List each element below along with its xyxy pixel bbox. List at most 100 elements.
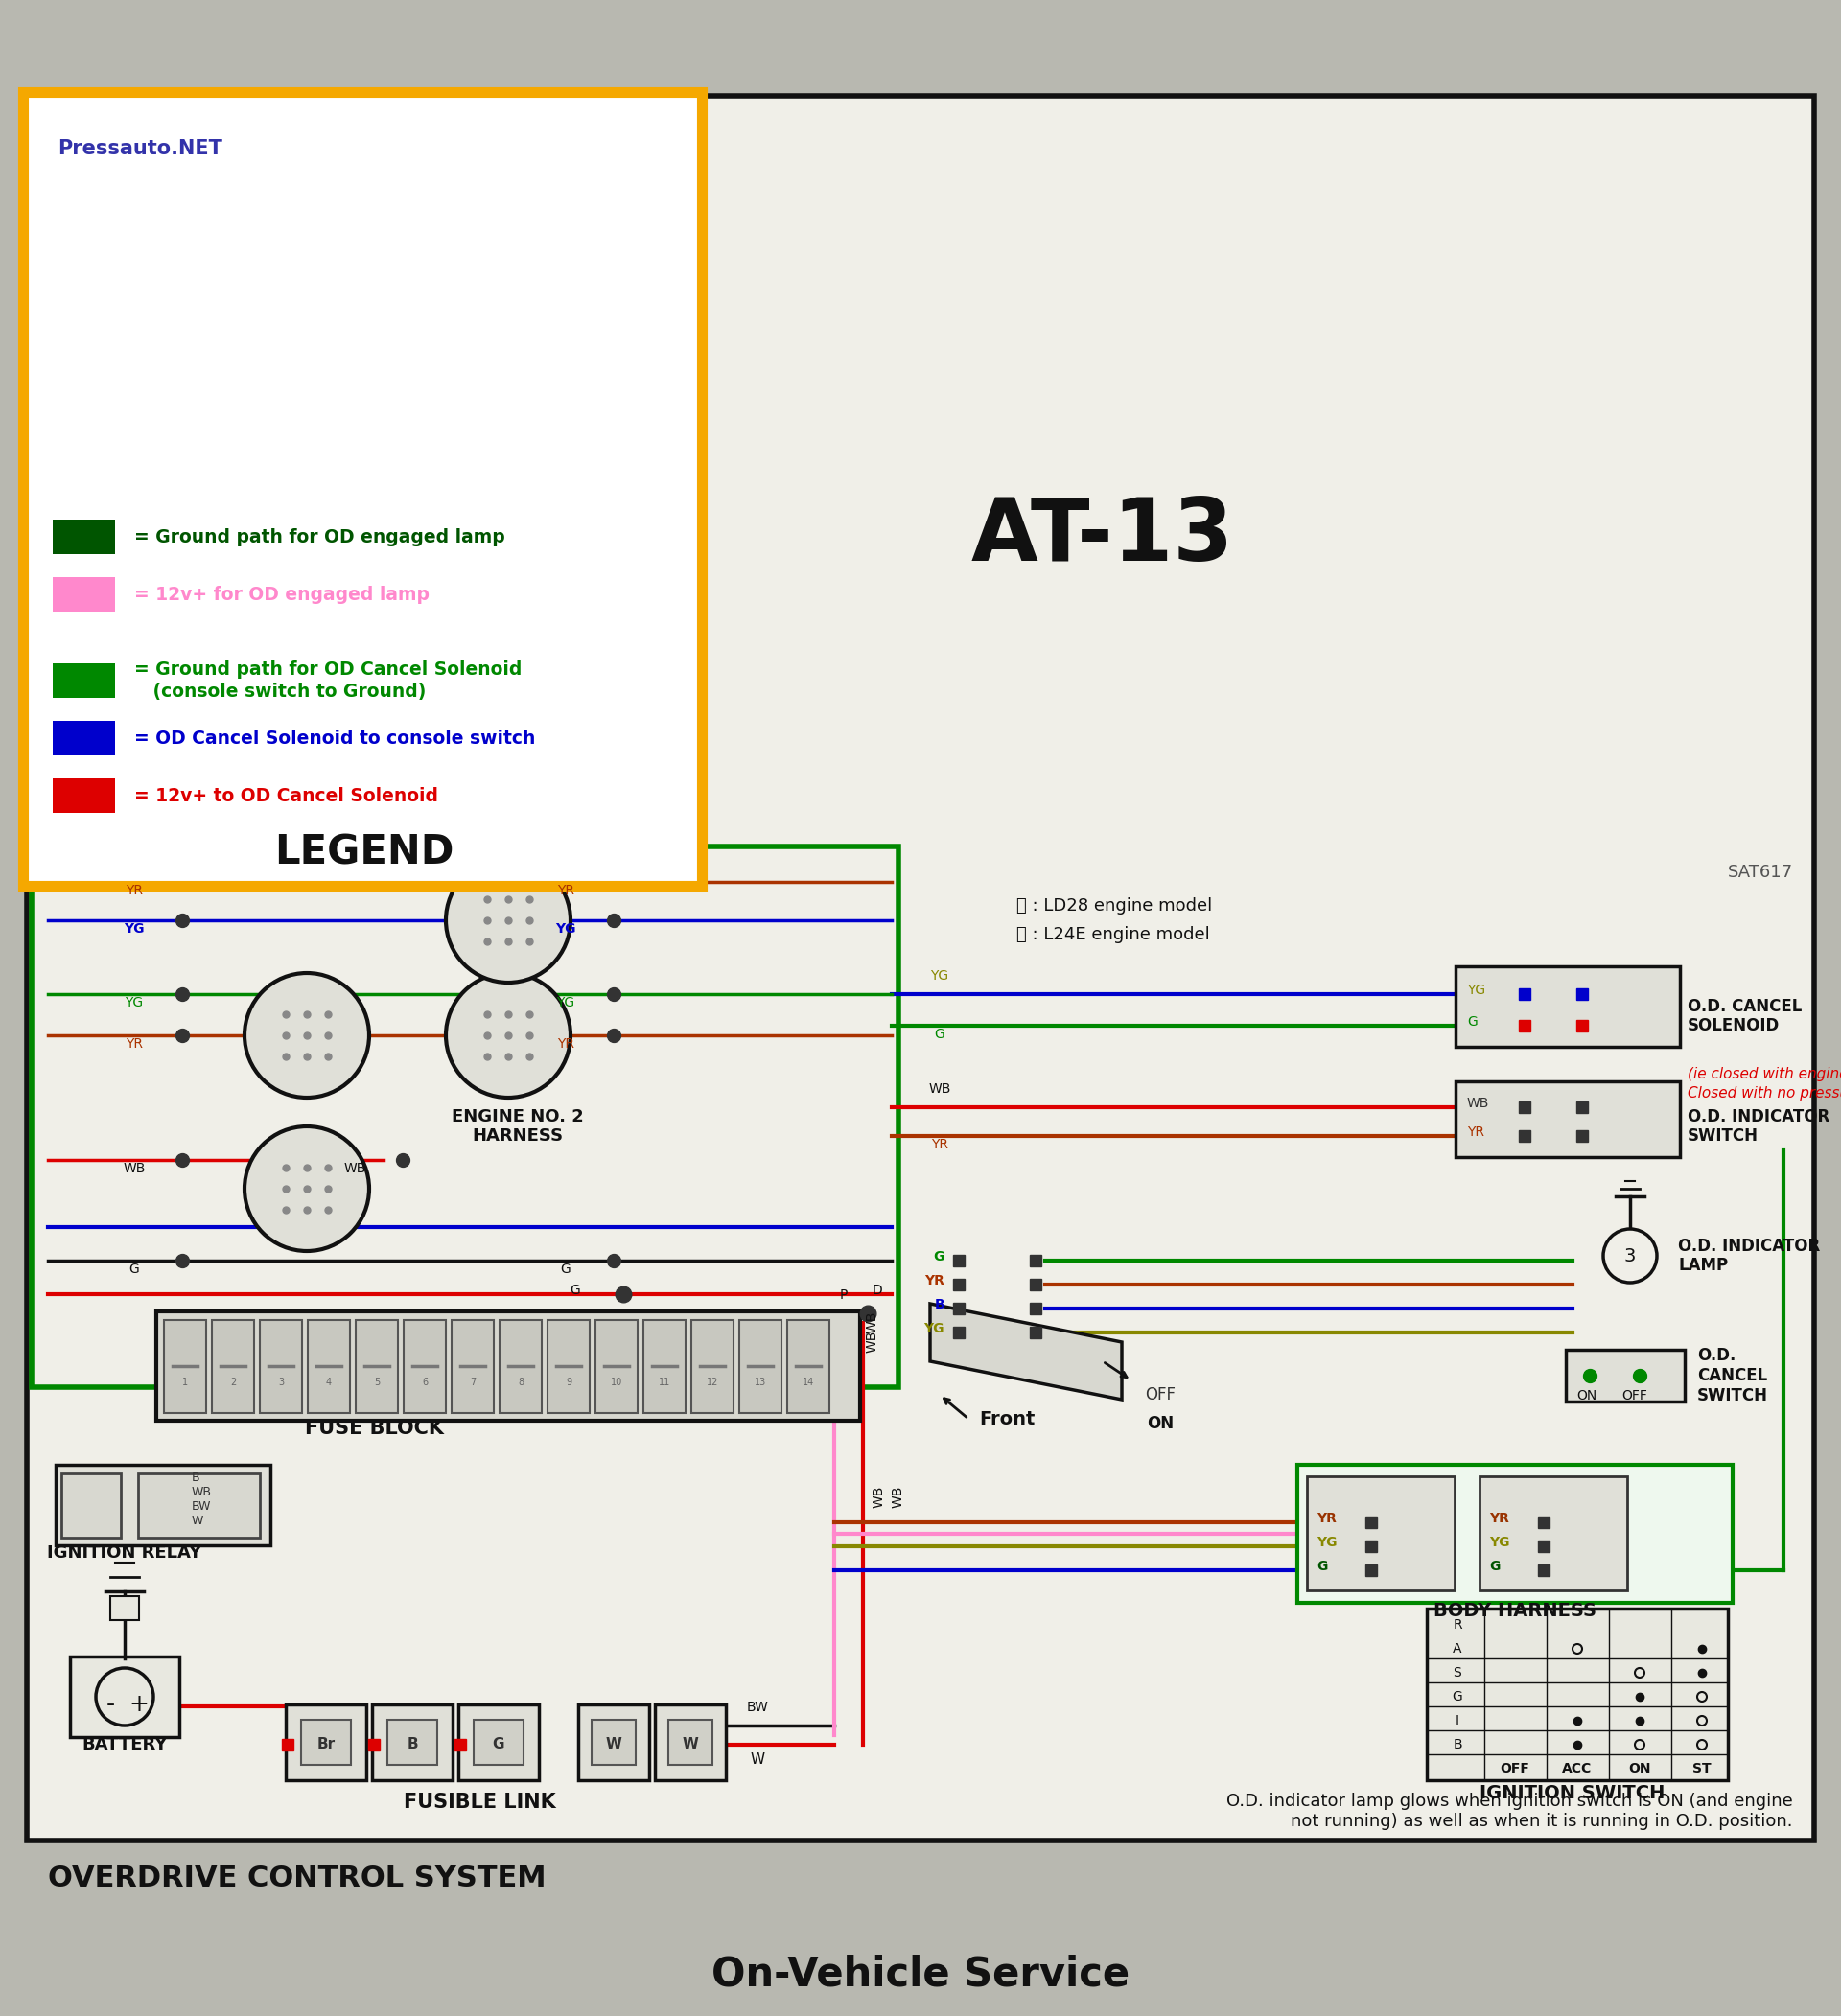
Circle shape — [446, 859, 571, 982]
Text: YR: YR — [1467, 1125, 1484, 1139]
Text: YR: YR — [1316, 1512, 1337, 1526]
Text: G: G — [560, 1262, 571, 1276]
Text: WB: WB — [344, 1161, 366, 1175]
FancyBboxPatch shape — [212, 1320, 254, 1413]
FancyBboxPatch shape — [260, 1320, 302, 1413]
Text: 3: 3 — [278, 1377, 284, 1387]
FancyBboxPatch shape — [387, 1720, 438, 1764]
FancyBboxPatch shape — [668, 1720, 712, 1764]
Text: ON: ON — [1147, 1415, 1175, 1431]
Text: YG: YG — [924, 1322, 944, 1335]
FancyBboxPatch shape — [1456, 966, 1679, 1046]
Text: YG: YG — [930, 970, 948, 982]
Text: W: W — [751, 1752, 764, 1766]
Text: = 12v+ to OD Cancel Solenoid: = 12v+ to OD Cancel Solenoid — [134, 786, 438, 804]
FancyBboxPatch shape — [547, 1320, 589, 1413]
Text: OFF: OFF — [1500, 1762, 1530, 1776]
FancyBboxPatch shape — [451, 1320, 493, 1413]
Text: Ⓖ : L24E engine model: Ⓖ : L24E engine model — [1016, 925, 1210, 943]
FancyBboxPatch shape — [53, 778, 114, 812]
Polygon shape — [930, 1304, 1121, 1399]
Text: G: G — [1316, 1560, 1327, 1572]
Text: A: A — [1453, 1643, 1462, 1655]
FancyBboxPatch shape — [22, 93, 701, 885]
Text: 5: 5 — [374, 1377, 379, 1387]
Text: OFF: OFF — [1145, 1387, 1176, 1403]
Text: G: G — [933, 1250, 944, 1264]
Text: 2: 2 — [230, 1377, 236, 1387]
Text: YR: YR — [1489, 1512, 1510, 1526]
Text: G: G — [493, 1738, 504, 1752]
Text: WB: WB — [891, 1486, 906, 1508]
Circle shape — [245, 1127, 370, 1252]
FancyBboxPatch shape — [1298, 1466, 1732, 1603]
Text: G: G — [1489, 1560, 1500, 1572]
Text: WB: WB — [191, 1486, 212, 1498]
Text: WB: WB — [1467, 1097, 1489, 1111]
Text: IGNITION SWITCH: IGNITION SWITCH — [1480, 1784, 1666, 1802]
Text: YG: YG — [556, 996, 574, 1010]
Text: W: W — [191, 1514, 204, 1526]
Text: R: R — [1453, 1619, 1462, 1631]
Text: YG: YG — [1489, 1536, 1510, 1548]
Text: OFF: OFF — [1622, 1389, 1648, 1403]
FancyBboxPatch shape — [138, 1474, 260, 1538]
Text: Closed with no pressure: Closed with no pressure — [1688, 1087, 1841, 1101]
Text: W: W — [606, 1738, 622, 1752]
Text: G: G — [1453, 1689, 1462, 1704]
FancyBboxPatch shape — [595, 1320, 637, 1413]
Text: O.D. INDICATOR
LAMP: O.D. INDICATOR LAMP — [1677, 1238, 1821, 1274]
Text: B: B — [407, 1738, 418, 1752]
Text: FUSE BLOCK: FUSE BLOCK — [304, 1419, 444, 1437]
Text: O.D. CANCEL
SOLENOID: O.D. CANCEL SOLENOID — [1688, 998, 1802, 1034]
Text: G: G — [1467, 1016, 1476, 1028]
Text: ENGINE NO. 2
HARNESS: ENGINE NO. 2 HARNESS — [451, 1109, 584, 1145]
FancyBboxPatch shape — [1456, 1081, 1679, 1157]
Text: YG: YG — [123, 921, 145, 935]
FancyBboxPatch shape — [28, 97, 1813, 1841]
FancyBboxPatch shape — [578, 1704, 650, 1780]
Text: O.D. indicator lamp glows when ignition switch is ON (and engine
not running) as: O.D. indicator lamp glows when ignition … — [1226, 1792, 1793, 1831]
Circle shape — [1697, 1691, 1707, 1702]
Text: WB: WB — [873, 1486, 886, 1508]
Text: FUSIBLE LINK: FUSIBLE LINK — [403, 1792, 556, 1812]
FancyBboxPatch shape — [372, 1704, 453, 1780]
Text: D: D — [873, 1284, 882, 1296]
Text: 13: 13 — [755, 1377, 766, 1387]
Text: 8: 8 — [517, 1377, 523, 1387]
FancyBboxPatch shape — [156, 1310, 860, 1421]
Text: ACC: ACC — [1563, 1762, 1592, 1776]
Text: YG: YG — [556, 921, 576, 935]
FancyBboxPatch shape — [53, 577, 114, 611]
Text: I: I — [1456, 1714, 1460, 1728]
Circle shape — [1604, 1230, 1657, 1282]
FancyBboxPatch shape — [643, 1320, 685, 1413]
Text: YG: YG — [125, 996, 144, 1010]
Text: 10: 10 — [611, 1377, 622, 1387]
FancyBboxPatch shape — [499, 1320, 541, 1413]
FancyBboxPatch shape — [61, 1474, 122, 1538]
Text: YG: YG — [1467, 984, 1486, 998]
Text: ON: ON — [1576, 1389, 1598, 1403]
FancyBboxPatch shape — [458, 1704, 539, 1780]
Text: P: P — [839, 1288, 849, 1302]
Text: BATTERY: BATTERY — [81, 1736, 168, 1754]
Text: WB: WB — [123, 1161, 145, 1175]
Text: G: G — [129, 1262, 140, 1276]
Circle shape — [1635, 1740, 1644, 1750]
Text: On-Vehicle Service: On-Vehicle Service — [711, 1956, 1130, 1996]
FancyBboxPatch shape — [285, 1704, 366, 1780]
Text: W: W — [683, 1738, 698, 1752]
Text: ON: ON — [1629, 1762, 1651, 1776]
Text: Front: Front — [979, 1409, 1035, 1427]
Text: IGNITION RELAY: IGNITION RELAY — [48, 1544, 203, 1562]
FancyBboxPatch shape — [302, 1720, 352, 1764]
Circle shape — [1697, 1716, 1707, 1726]
Text: BW: BW — [747, 1702, 768, 1714]
Text: Pressauto.NET: Pressauto.NET — [57, 139, 223, 157]
Text: YG: YG — [1316, 1536, 1337, 1548]
Text: OVERDRIVE CONTROL SYSTEM: OVERDRIVE CONTROL SYSTEM — [48, 1865, 547, 1893]
FancyBboxPatch shape — [473, 1720, 523, 1764]
Text: B: B — [933, 1298, 944, 1310]
Text: O.D.
CANCEL
SWITCH: O.D. CANCEL SWITCH — [1697, 1347, 1767, 1405]
